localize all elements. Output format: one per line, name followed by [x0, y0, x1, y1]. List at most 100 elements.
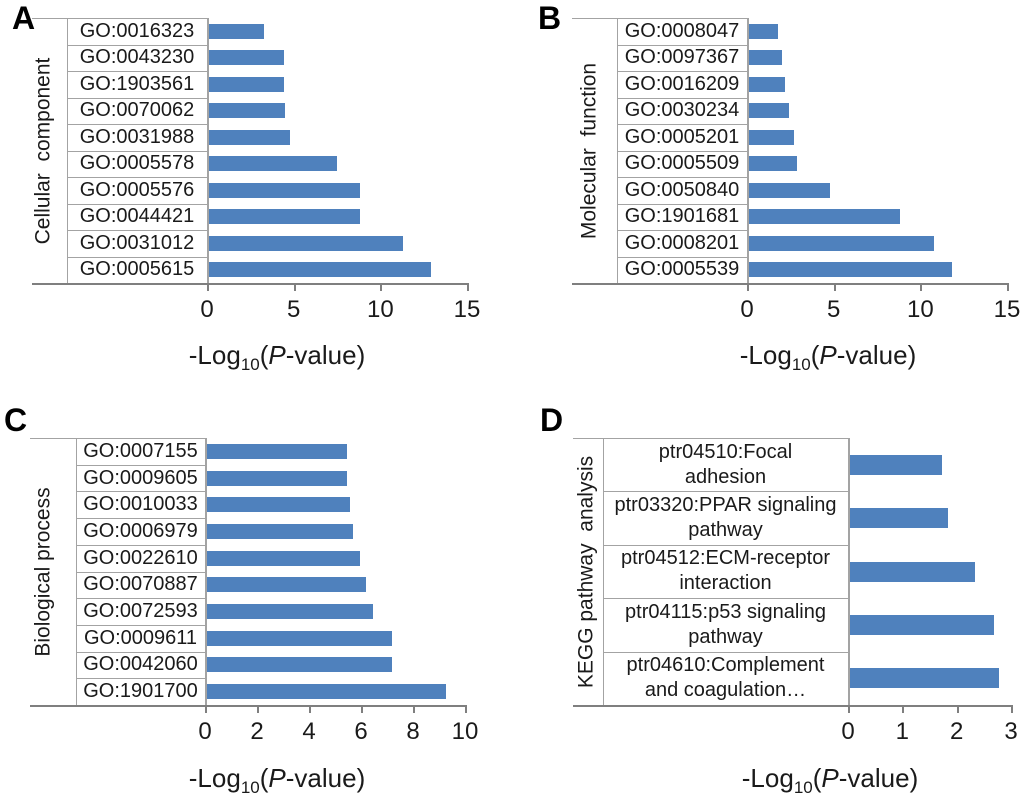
panel-d-letter: D [540, 402, 564, 438]
panel-a-row-separator [67, 203, 207, 205]
panel-d-axis-tick [902, 705, 905, 713]
panel-c-category-label: GO:0072593 [83, 600, 198, 623]
panel-c-letter: C [4, 402, 28, 438]
panel-b-bar [749, 129, 794, 145]
panel-d-bar [850, 614, 994, 635]
panel-a-axis-tick [467, 283, 469, 291]
panel-b-category-label: GO:0016209 [624, 72, 740, 95]
panel-c-category-label: GO:0022610 [83, 546, 198, 569]
panel-a-tick-label: 10 [366, 296, 394, 323]
panel-a-row-separator [67, 256, 207, 258]
panel-c-bar [207, 684, 446, 700]
panel-c-bar [207, 630, 392, 646]
panel-a-category-label: GO:0070062 [79, 99, 195, 122]
panel-b-category-axis-line [747, 18, 749, 283]
panel-a-axis-tick [293, 283, 296, 291]
panel-a-bar [209, 103, 285, 119]
panel-c-row-separator [76, 598, 205, 600]
panel-c-category-label: GO:0006979 [83, 519, 198, 542]
panel-a-row-separator [67, 97, 207, 99]
panel-a-bar [209, 129, 290, 145]
panel-c-category-axis-title: Biological process [31, 486, 54, 657]
panel-a-category-label: GO:0005615 [79, 258, 195, 281]
panel-c-bar [207, 523, 353, 539]
panel-a-category-label: GO:0043230 [79, 46, 195, 69]
panel-d-value-axis-line [573, 705, 1012, 707]
panel-b-bar [749, 156, 797, 172]
panel-c-category-label: GO:0009611 [83, 626, 198, 649]
panel-b-row-separator [617, 203, 747, 205]
panel-b-tick-label: 0 [740, 296, 754, 323]
panel-d-bar [850, 508, 948, 529]
panel-c-category-label: GO:0010033 [83, 493, 198, 516]
panel-c-category-label: GO:1901700 [83, 680, 198, 703]
panel-d-axis-tick [1011, 705, 1013, 713]
panel-c-frame-top-line [30, 438, 205, 439]
panel-b-bar [749, 50, 782, 66]
panel-c-axis-tick [309, 705, 311, 713]
panel-b-category-axis-title: Molecular function [577, 62, 600, 239]
panel-a-axis-tick [207, 283, 209, 291]
panel-a-bar [209, 156, 337, 172]
panel-c-tick-label: 6 [354, 718, 368, 745]
panel-c-value-axis-line [30, 705, 466, 707]
panel-c-axis-tick [413, 705, 415, 713]
panel-c-category-label: GO:0070887 [83, 573, 198, 596]
panel-b-category-label: GO:0005509 [624, 152, 740, 175]
panel-b-bar [749, 209, 900, 225]
panel-a-category-axis-line [207, 18, 209, 283]
panel-c-category-label: GO:0009605 [83, 466, 198, 489]
panel-d-category-label: ptr04610:Complement and coagulation… [626, 654, 825, 702]
panel-b-category-label: GO:0005539 [624, 258, 740, 281]
panel-c-tick-label: 4 [302, 718, 316, 745]
panel-d-bar [850, 668, 999, 689]
panel-a-value-axis-title: -Log10(P-value) [188, 340, 366, 375]
panel-d-category-label: ptr04510:Focal adhesion [658, 440, 793, 488]
panel-a-row-separator [67, 150, 207, 152]
panel-b-category-label: GO:0097367 [624, 46, 740, 69]
panel-d-tick-label: 0 [841, 718, 855, 745]
panel-a-tick-label: 15 [453, 296, 481, 323]
panel-b-bar [749, 23, 778, 39]
panel-c-tick-label: 0 [198, 718, 212, 745]
panel-d-category-label: ptr04115:p53 signaling pathway [625, 600, 826, 648]
panel-a-category-label: GO:1903561 [79, 72, 195, 95]
panel-b-row-separator [617, 256, 747, 258]
panel-b-category-label: GO:0050840 [624, 178, 740, 201]
panel-d-label-box-left-border [603, 438, 604, 705]
panel-d-value-axis-title: -Log10(P-value) [741, 763, 919, 798]
panel-a-bar [209, 76, 284, 92]
panel-c-row-separator [76, 544, 205, 546]
panel-c-bar [207, 577, 366, 593]
panel-c-category-label: GO:0007155 [83, 439, 198, 462]
panel-d-axis-tick [956, 705, 959, 713]
panel-c-value-axis-title: -Log10(P-value) [188, 763, 366, 798]
panel-d-category-label: ptr03320:PPAR signaling pathway [614, 494, 837, 542]
panel-b-category-label: GO:0005201 [624, 125, 740, 148]
panel-a-bar [209, 262, 431, 278]
panel-a-tick-label: 0 [200, 296, 214, 323]
panel-a-category-label: GO:0005578 [79, 152, 195, 175]
panel-a-tick-label: 5 [286, 296, 301, 323]
panel-c-row-separator [76, 464, 205, 466]
panel-c-axis-tick [361, 705, 363, 713]
panel-c-tick-label: 10 [451, 718, 479, 745]
panel-d-tick-label: 1 [895, 718, 909, 745]
panel-b-row-separator [617, 177, 747, 178]
panel-a-row-separator [67, 124, 207, 125]
panel-a-category-label: GO:0005576 [79, 178, 195, 201]
panel-a-bar [209, 209, 360, 225]
panel-c-row-separator [76, 518, 205, 520]
panel-b-row-separator [617, 124, 747, 125]
panel-c-row-separator [76, 678, 205, 680]
panel-b-frame-top-line [572, 18, 747, 19]
panel-a-bar [209, 50, 284, 66]
panel-c-bar [207, 604, 373, 620]
panel-d-row-separator [603, 651, 848, 653]
panel-b-tick-label: 5 [826, 296, 841, 323]
panel-a-row-separator [67, 71, 207, 72]
panel-b-axis-tick [1007, 283, 1009, 291]
panel-a-bar [209, 235, 403, 251]
panel-a-axis-tick [380, 283, 383, 291]
